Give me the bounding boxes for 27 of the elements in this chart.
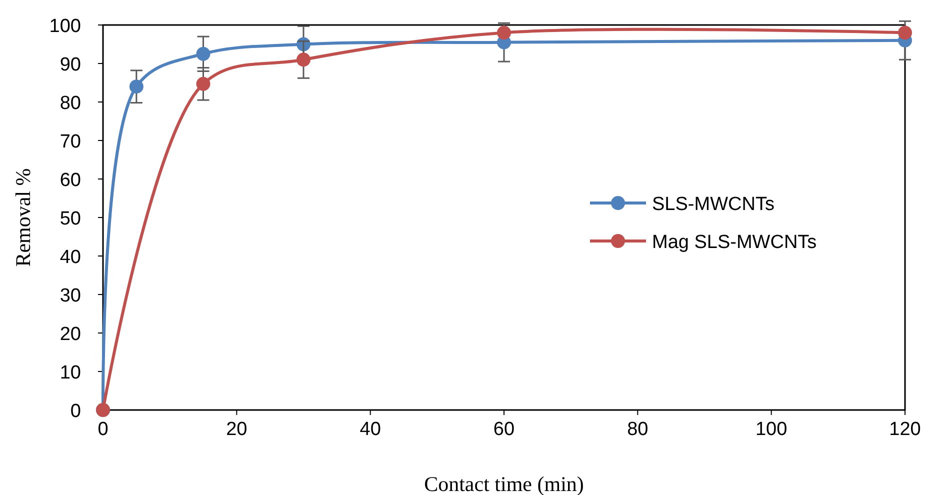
y-tick-label: 40 [60,247,81,268]
x-tick-label: 40 [360,419,381,440]
y-tick-label: 70 [60,132,81,152]
y-axis-title: Removal % [11,168,35,267]
x-tick-label: 120 [889,419,921,440]
x-tick-label: 60 [493,419,515,440]
point [196,46,210,61]
legend-label: Mag SLS-MWCNTs [652,232,817,253]
point [196,76,210,91]
y-tick-label: 100 [49,16,81,37]
y-tick-label: 30 [60,286,81,306]
point [497,26,511,40]
y-tick-label: 60 [60,170,81,191]
y-tick-label: 20 [60,324,81,345]
point [898,26,912,40]
y-tick-label: 90 [60,54,81,76]
point [129,80,144,94]
y-tick-label: 0 [70,401,81,422]
point [296,52,310,67]
y-tick-label: 10 [60,362,81,384]
legend-label: SLS-MWCNTs [652,194,774,215]
y-tick-label: 80 [60,93,81,114]
x-tick-label: 80 [627,419,648,440]
x-tick-label: 0 [98,419,108,440]
x-tick-label: 20 [226,419,248,440]
x-tick-label: 100 [755,419,788,440]
y-tick-label: 50 [60,208,81,230]
